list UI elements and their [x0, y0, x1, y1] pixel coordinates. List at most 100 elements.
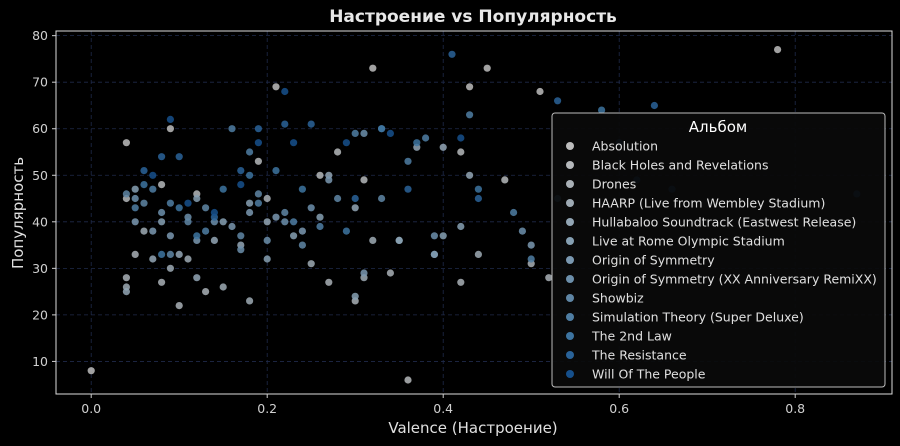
data-point — [149, 171, 157, 179]
data-point — [457, 278, 465, 286]
data-point — [175, 204, 183, 212]
data-point — [254, 199, 262, 207]
data-point — [158, 153, 166, 161]
data-point — [263, 218, 271, 226]
data-point — [457, 134, 465, 142]
data-point — [210, 236, 218, 244]
data-point — [131, 218, 139, 226]
data-point — [386, 269, 394, 277]
data-point — [158, 181, 166, 189]
data-point — [131, 185, 139, 193]
data-point — [334, 148, 342, 156]
data-point — [316, 222, 324, 231]
data-points — [87, 46, 861, 384]
plot-frame — [55, 30, 893, 395]
data-point — [325, 278, 333, 286]
data-point — [457, 148, 465, 156]
data-point — [202, 227, 210, 235]
data-point — [509, 208, 518, 217]
data-point — [158, 218, 166, 226]
data-point — [140, 227, 148, 235]
data-point — [298, 241, 306, 249]
legend-label: Showbiz — [592, 291, 644, 306]
data-point — [281, 87, 289, 96]
data-point — [272, 213, 280, 221]
data-point — [430, 232, 438, 240]
legend-label: Will Of The People — [592, 367, 706, 382]
data-point — [254, 139, 262, 147]
legend-label: HAARP (Live from Wembley Stadium) — [592, 196, 825, 211]
data-point — [140, 199, 148, 207]
data-point — [598, 106, 606, 114]
data-point — [237, 167, 245, 175]
x-tick-label: 0.0 — [81, 401, 101, 416]
data-point — [474, 194, 482, 203]
data-point — [122, 190, 130, 198]
data-point — [158, 278, 166, 286]
data-point — [237, 246, 245, 254]
y-tick-label: 50 — [32, 168, 48, 183]
data-point — [448, 50, 456, 58]
data-point — [166, 232, 174, 240]
x-axis-label: Valence (Настроение) — [388, 419, 557, 437]
data-point — [395, 236, 403, 244]
x-tick-label: 0.4 — [433, 401, 453, 416]
data-point — [439, 232, 447, 240]
data-point — [774, 46, 782, 54]
data-point — [404, 157, 412, 165]
data-point — [281, 218, 289, 226]
data-point — [175, 250, 183, 258]
data-point — [474, 185, 482, 193]
legend-marker — [566, 351, 574, 359]
data-point — [210, 208, 218, 217]
y-tick-label: 40 — [32, 214, 48, 229]
chart-title: Настроение vs Популярность — [329, 7, 617, 27]
data-point — [369, 64, 377, 72]
legend-marker — [566, 218, 574, 226]
data-point — [307, 260, 315, 268]
y-tick-label: 60 — [32, 121, 48, 136]
y-axis-label: Популярность — [9, 157, 27, 269]
legend-label: The Resistance — [591, 348, 687, 363]
data-point — [254, 157, 262, 165]
data-point — [237, 181, 245, 189]
data-point — [228, 125, 236, 133]
data-point — [466, 83, 474, 91]
x-tick-label: 0.6 — [609, 401, 629, 416]
data-point — [131, 194, 139, 203]
legend-label: Hullabaloo Soundtrack (Eastwest Release) — [592, 215, 856, 230]
legend-label: Live at Rome Olympic Stadium — [592, 234, 785, 249]
data-point — [202, 288, 210, 296]
legend-marker — [566, 370, 574, 378]
x-tick-label: 0.8 — [785, 401, 805, 416]
data-point — [158, 208, 166, 217]
data-point — [87, 367, 95, 375]
data-point — [272, 83, 280, 91]
data-point — [298, 227, 306, 235]
data-point — [149, 227, 157, 235]
data-point — [316, 171, 324, 179]
data-point — [237, 232, 245, 240]
legend-marker — [566, 275, 574, 283]
legend-marker — [566, 294, 574, 302]
data-point — [316, 213, 324, 221]
data-point — [149, 185, 157, 193]
data-point — [334, 194, 342, 203]
legend: Альбом Absolution Black Holes and Revelat… — [551, 112, 886, 388]
legend-label: Simulation Theory (Super Deluxe) — [592, 310, 804, 325]
data-point — [246, 199, 254, 207]
data-point — [184, 199, 192, 207]
data-point — [439, 143, 447, 151]
data-point — [422, 134, 430, 142]
data-point — [281, 120, 289, 128]
data-point — [184, 218, 192, 226]
legend-marker — [566, 313, 574, 321]
data-point — [351, 204, 359, 212]
data-point — [430, 250, 438, 258]
data-point — [351, 292, 359, 300]
data-point — [263, 236, 271, 244]
data-point — [360, 176, 368, 184]
data-point — [413, 139, 421, 147]
data-point — [166, 250, 174, 258]
